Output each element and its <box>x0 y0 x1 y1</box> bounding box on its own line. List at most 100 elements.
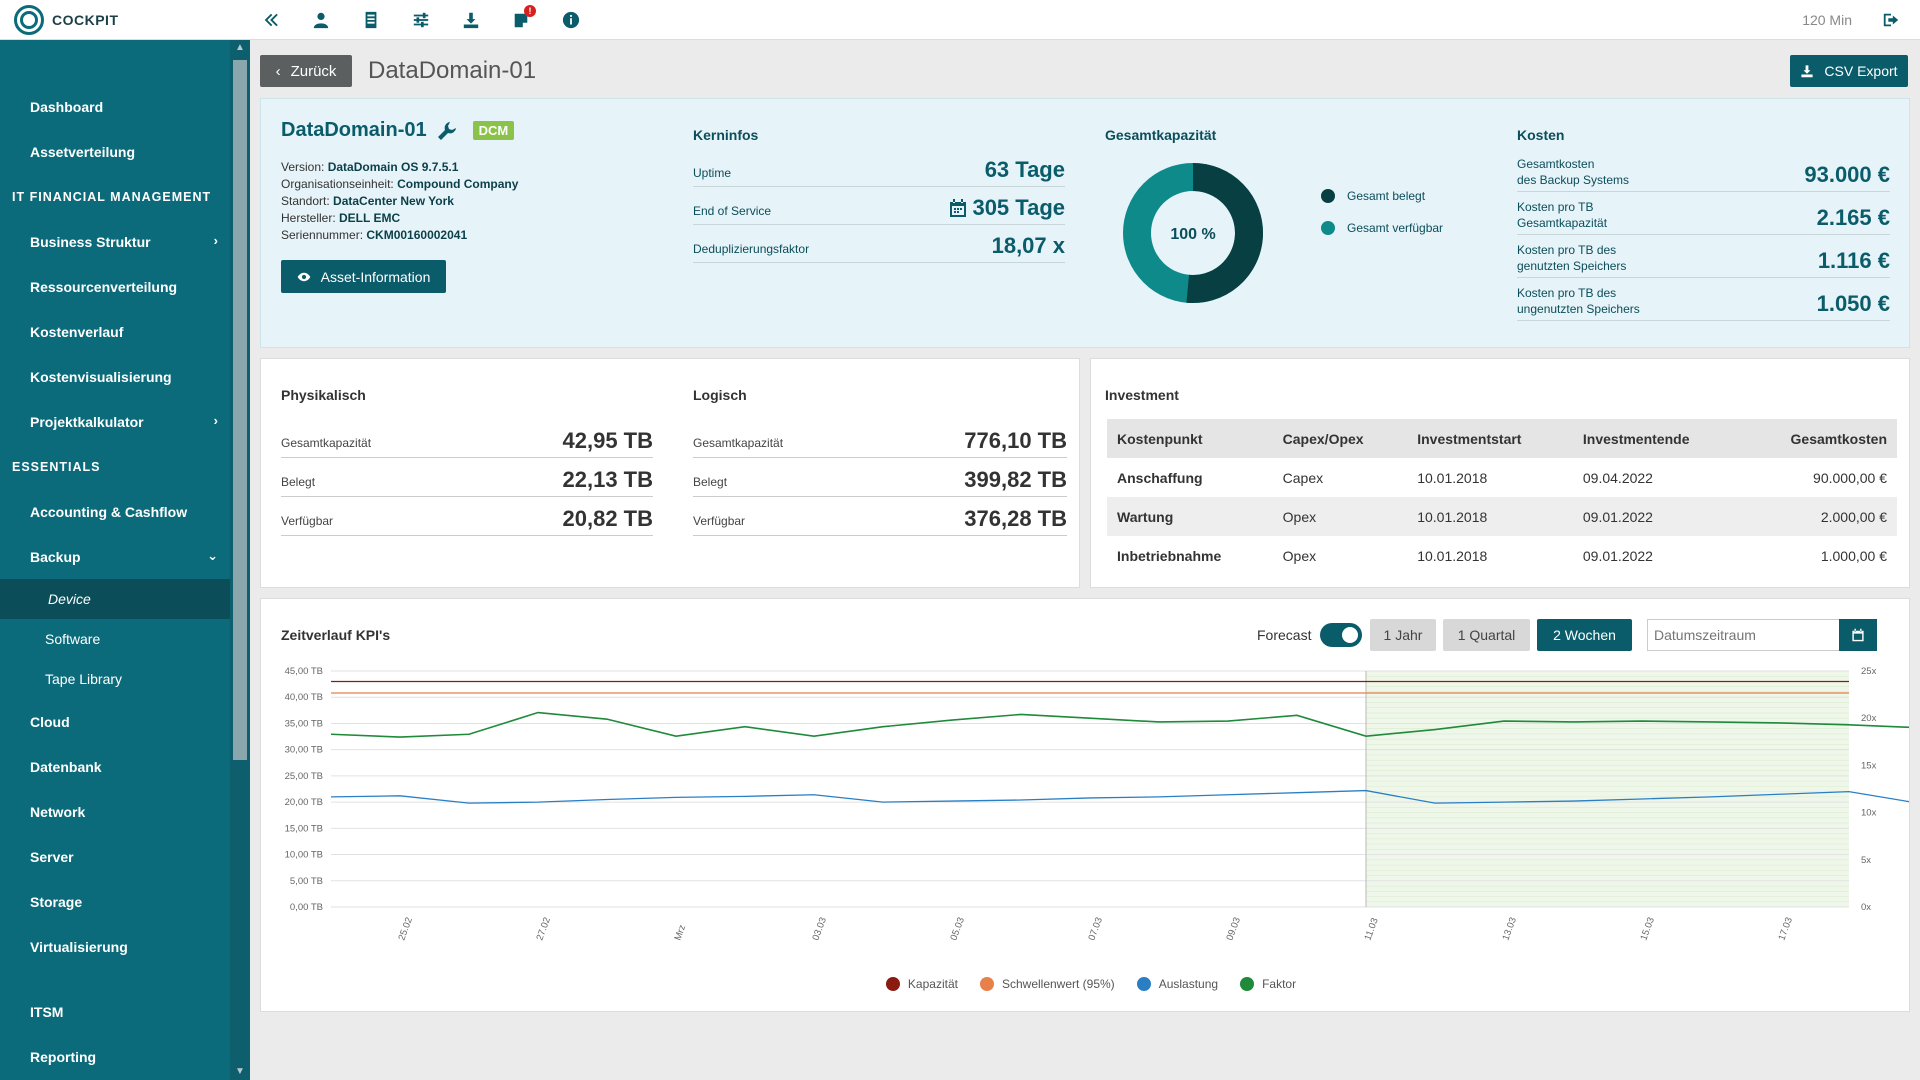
table-cell: 10.01.2018 <box>1417 469 1488 486</box>
chevron-right-icon: › <box>213 233 218 248</box>
download-icon[interactable] <box>462 11 480 29</box>
double-chevron-left-icon[interactable] <box>262 11 280 29</box>
legend-dot-icon <box>885 977 900 991</box>
scroll-down-icon[interactable]: ▼ <box>235 1066 245 1077</box>
sidebar-item-reporting[interactable]: Reporting <box>0 1034 230 1079</box>
x-tick-label: 27.02 <box>534 916 552 942</box>
sidebar-subitem-tape-library[interactable]: Tape Library <box>0 659 230 699</box>
sidebar-item-virtualisierung[interactable]: Virtualisierung <box>0 924 230 969</box>
x-tick-label: 03.03 <box>810 916 828 942</box>
y-tick-label: 45,00 TB <box>285 666 323 677</box>
kosten-label-line: Kosten pro TB des <box>1517 243 1617 257</box>
logisch-label: Gesamtkapazität <box>693 436 784 450</box>
kosten-label: Kosten pro TB Gesamtkapazität <box>1517 199 1607 234</box>
logisch-row: Verfügbar 376,28 TB <box>693 497 1067 536</box>
sidebar-item-ressourcenverteilung[interactable]: Ressourcenverteilung <box>0 264 230 309</box>
sidebar-item-label: Dashboard <box>30 98 104 115</box>
info-icon[interactable] <box>562 11 580 29</box>
logout-icon[interactable] <box>1882 11 1900 32</box>
sidebar-item-datenbank[interactable]: Datenbank <box>0 744 230 789</box>
chart-legend-item[interactable]: Faktor <box>1240 977 1296 991</box>
chart-legend-item[interactable]: Schwellenwert (95%) <box>979 977 1115 991</box>
table-row: Inbetriebnahme Opex 10.01.2018 09.01.2022 1.… <box>1107 536 1897 575</box>
table-cell: Opex <box>1272 497 1408 536</box>
scrollbar-thumb[interactable] <box>233 60 247 760</box>
sidebar-subitem-software[interactable]: Software <box>0 619 230 659</box>
chevron-down-icon: ⌄ <box>207 548 218 563</box>
sidebar-item-kostenvisualisierung[interactable]: Kostenvisualisierung <box>0 354 230 399</box>
logisch-row: Belegt 399,82 TB <box>693 458 1067 497</box>
forecast-region <box>1366 671 1849 907</box>
back-button-label: Zurück <box>290 62 337 80</box>
kosten-label-line: Gesamtkapazität <box>1517 216 1608 230</box>
range-button-1-quartal[interactable]: 1 Quartal <box>1443 619 1530 651</box>
sidebar-item-assetverteilung[interactable]: Assetverteilung <box>0 129 230 174</box>
sidebar-item-label: Kostenverlauf <box>30 323 124 340</box>
calendar-button[interactable] <box>1839 619 1877 651</box>
sidebar-item-cloud[interactable]: Cloud <box>0 699 230 744</box>
sidebar-item-projektkalkulator[interactable]: Projektkalkulator › <box>0 399 230 444</box>
sidebar-item-server[interactable]: Server <box>0 834 230 879</box>
sidebar-item-label: Storage <box>30 893 83 910</box>
kerninfo-value-text: 305 Tage <box>972 195 1065 220</box>
asset-information-button[interactable]: Asset-Information <box>281 260 446 293</box>
legend-dot-icon <box>1136 977 1151 991</box>
sidebar-scrollbar[interactable]: ▲ ▼ <box>230 40 250 1080</box>
capacity-donut: 100 % <box>1123 163 1263 303</box>
wrench-icon[interactable] <box>437 121 457 141</box>
kosten-label-line: genutzten Speichers <box>1517 259 1627 273</box>
asset-meta-value: CKM00160002041 <box>366 228 468 242</box>
user-icon[interactable] <box>312 11 330 29</box>
y2-tick-label: 25x <box>1861 666 1877 677</box>
legend-label: Gesamt belegt <box>1347 189 1426 203</box>
scroll-up-icon[interactable]: ▲ <box>235 42 245 53</box>
sidebar-item-label: Cloud <box>30 713 70 730</box>
asset-information-label: Asset-Information <box>320 268 431 285</box>
sidebar-item-kostenverlauf[interactable]: Kostenverlauf <box>0 309 230 354</box>
asset-meta: Version: DataDomain OS 9.7.5.1 Organisati… <box>281 159 518 244</box>
chart-legend-item[interactable]: Auslastung <box>1136 977 1218 991</box>
investment-column-header: Kostenpunkt <box>1107 419 1273 458</box>
sidebar-item-label: ESSENTIALS <box>12 459 101 474</box>
kosten-label: Kosten pro TB des ungenutzten Speichers <box>1517 285 1640 320</box>
document-icon[interactable] <box>362 11 380 29</box>
y-tick-label: 30,00 TB <box>285 745 323 756</box>
sidebar-item-backup[interactable]: Backup ⌄ <box>0 534 230 579</box>
investment-column-header: Capex/Opex <box>1272 419 1408 458</box>
physikalisch-value: 22,13 TB <box>562 467 654 492</box>
donut-used <box>1186 163 1263 303</box>
gesamtkapazitaet-title: Gesamtkapazität <box>1105 127 1217 143</box>
kosten-value: 1.116 € <box>1817 248 1890 273</box>
back-button[interactable]: ‹ Zurück <box>260 55 352 87</box>
investment-column-header: Investmentende <box>1572 419 1742 458</box>
csv-export-button[interactable]: CSV Export <box>1790 55 1908 87</box>
sidebar-item-label: IT FINANCIAL MANAGEMENT <box>12 189 212 204</box>
range-button-2-wochen[interactable]: 2 Wochen <box>1537 619 1632 651</box>
notes-icon[interactable]: ! <box>512 4 536 29</box>
sidebar-item-label: Kostenvisualisierung <box>30 368 172 385</box>
physikalisch-value: 42,95 TB <box>562 428 654 453</box>
chart-legend-item[interactable]: Kapazität <box>885 977 958 991</box>
logo[interactable]: COCKPIT <box>0 4 230 35</box>
sidebar-item-storage[interactable]: Storage <box>0 879 230 924</box>
asset-meta-label: Standort: <box>281 194 334 208</box>
kosten-row: Gesamtkosten des Backup Systems 93.000 € <box>1517 149 1890 192</box>
range-button-1-jahr[interactable]: 1 Jahr <box>1370 619 1436 651</box>
sidebar-item-network[interactable]: Network <box>0 789 230 834</box>
sidebar-item-itsm[interactable]: ITSM <box>0 989 230 1034</box>
sidebar-item-business-struktur[interactable]: Business Struktur › <box>0 219 230 264</box>
asset-name: DataDomain-01 DCM <box>281 119 515 142</box>
sidebar-item-label: Projektkalkulator <box>30 413 144 430</box>
sidebar-item-dashboard[interactable]: Dashboard <box>0 84 230 129</box>
investment-table-header: Kostenpunkt Capex/Opex Investmentstart Inve… <box>1107 419 1897 458</box>
forecast-toggle[interactable] <box>1320 623 1362 647</box>
y2-tick-label: 5x <box>1861 855 1871 866</box>
asset-meta-line: Standort: DataCenter New York <box>281 193 518 210</box>
sidebar-subitem-device[interactable]: Device <box>0 579 230 619</box>
sliders-icon[interactable] <box>412 11 430 29</box>
date-range-input[interactable] <box>1647 619 1839 651</box>
kerninfo-label: End of Service <box>693 204 772 218</box>
sidebar-item-accounting-cashflow[interactable]: Accounting & Cashflow <box>0 489 230 534</box>
sidebar-item-label: Virtualisierung <box>30 938 128 955</box>
eye-icon <box>297 272 310 281</box>
